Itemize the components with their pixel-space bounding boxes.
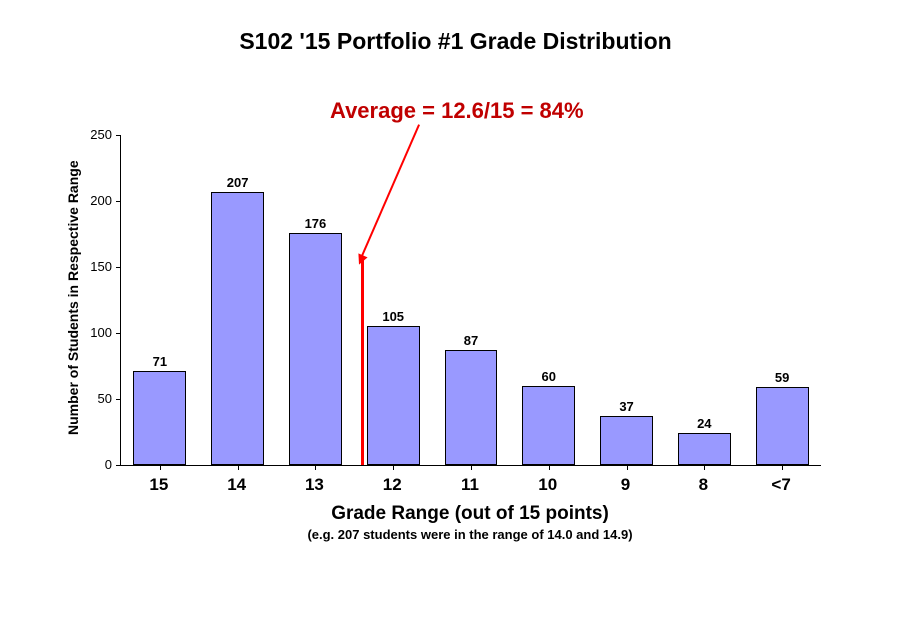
chart-title: S102 '15 Portfolio #1 Grade Distribution — [0, 28, 911, 55]
x-axis-subtitle: (e.g. 207 students were in the range of … — [120, 527, 820, 542]
bar-value-label: 24 — [679, 416, 730, 431]
bar: 59 — [756, 387, 809, 465]
bar-value-label: 59 — [757, 370, 808, 385]
y-axis-title: Number of Students in Respective Range — [65, 160, 81, 435]
bar-value-label: 105 — [368, 309, 419, 324]
y-tick-label: 0 — [80, 457, 112, 472]
y-tick — [116, 465, 121, 466]
y-tick — [116, 201, 121, 202]
y-tick — [116, 399, 121, 400]
x-tick-label: 8 — [664, 475, 742, 495]
x-tick-label: 15 — [120, 475, 198, 495]
y-tick-label: 100 — [80, 325, 112, 340]
x-tick — [627, 465, 628, 470]
bar-value-label: 176 — [290, 216, 341, 231]
bar-value-label: 87 — [446, 333, 497, 348]
bar: 87 — [445, 350, 498, 465]
x-axis-title: Grade Range (out of 15 points) — [120, 503, 820, 525]
x-tick — [315, 465, 316, 470]
bar: 105 — [367, 326, 420, 465]
x-tick — [160, 465, 161, 470]
y-tick-label: 250 — [80, 127, 112, 142]
bar-value-label: 37 — [601, 399, 652, 414]
x-tick — [549, 465, 550, 470]
bar: 71 — [133, 371, 186, 465]
bar-value-label: 207 — [212, 175, 263, 190]
plot-area: 71 207 176 105 87 60 37 24 59 — [120, 135, 821, 466]
x-tick-label: 14 — [198, 475, 276, 495]
x-tick-label: 10 — [509, 475, 587, 495]
bar: 176 — [289, 233, 342, 465]
bar-value-label: 71 — [134, 354, 185, 369]
bar: 207 — [211, 192, 264, 465]
bar: 60 — [522, 386, 575, 465]
y-tick — [116, 135, 121, 136]
x-tick — [782, 465, 783, 470]
x-tick-label: 9 — [587, 475, 665, 495]
average-line — [361, 260, 364, 465]
bar-value-label: 60 — [523, 369, 574, 384]
y-tick — [116, 267, 121, 268]
x-tick — [471, 465, 472, 470]
y-tick-label: 50 — [80, 391, 112, 406]
bar: 24 — [678, 433, 731, 465]
average-annotation-text: Average = 12.6/15 = 84% — [330, 98, 584, 124]
x-tick — [393, 465, 394, 470]
x-tick — [238, 465, 239, 470]
bar: 37 — [600, 416, 653, 465]
x-tick-label: 13 — [276, 475, 354, 495]
x-tick-label: 11 — [431, 475, 509, 495]
x-tick-label: <7 — [742, 475, 820, 495]
y-tick-label: 150 — [80, 259, 112, 274]
x-tick — [704, 465, 705, 470]
y-tick-label: 200 — [80, 193, 112, 208]
y-tick — [116, 333, 121, 334]
x-tick-label: 12 — [353, 475, 431, 495]
